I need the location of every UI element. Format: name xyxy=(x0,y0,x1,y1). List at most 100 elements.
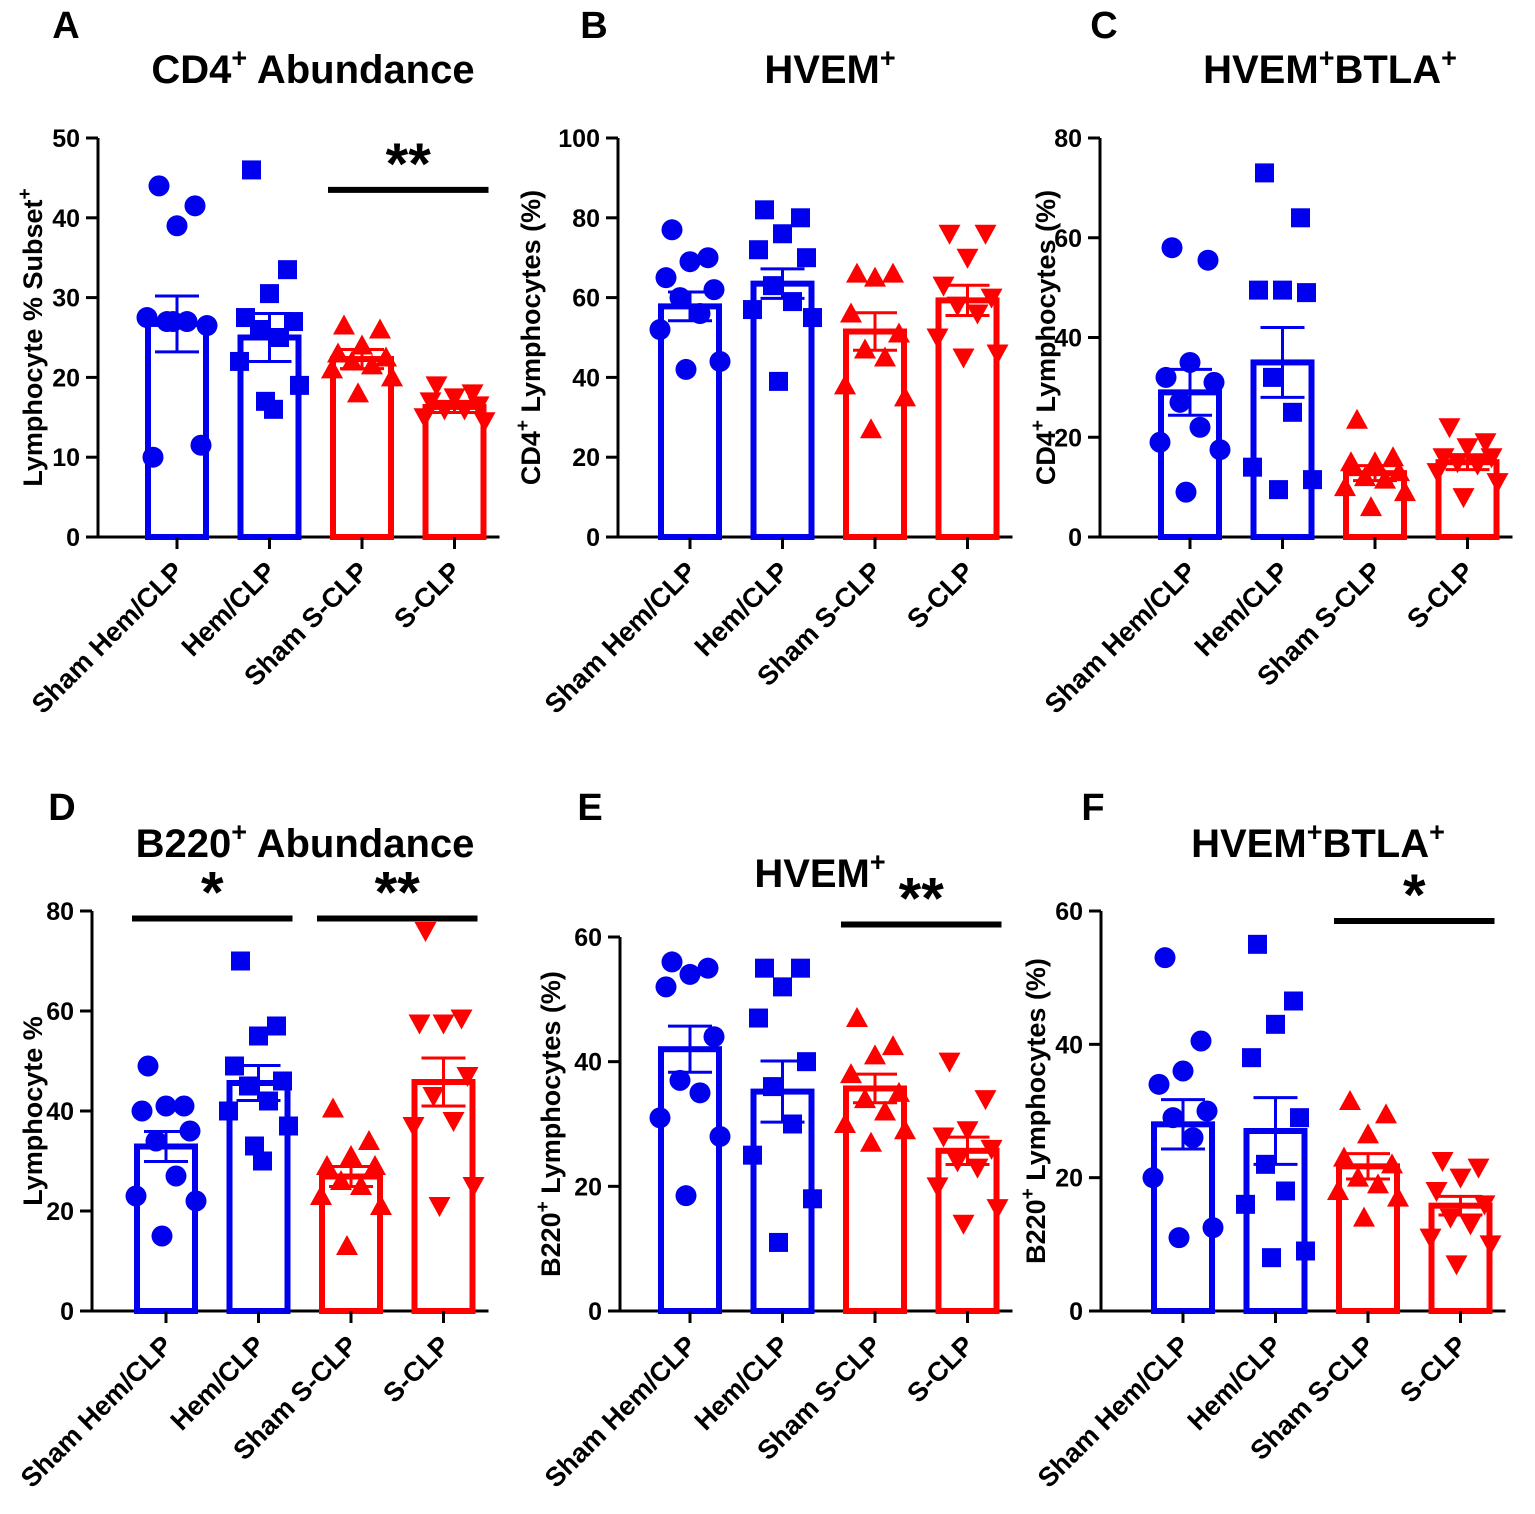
data-point xyxy=(974,1090,997,1111)
data-point xyxy=(1255,163,1274,183)
title-superscript: + xyxy=(1441,43,1457,73)
y-label-text: Lymphocytes (%) xyxy=(536,971,566,1201)
data-point xyxy=(1256,1154,1275,1174)
panel-d: D B220+ Abundance 0 20 40 60 80 Lymphocyte % Sha… xyxy=(15,787,489,1493)
data-point xyxy=(155,1095,177,1117)
data-point xyxy=(797,1052,816,1072)
data-point xyxy=(270,328,289,347)
y-tick-label: 20 xyxy=(574,1173,602,1201)
data-point xyxy=(1236,1194,1255,1214)
data-point xyxy=(1479,1235,1502,1256)
data-point xyxy=(769,1232,788,1252)
data-point xyxy=(1284,991,1303,1011)
data-point xyxy=(1419,1228,1442,1249)
title-rest: Abundance xyxy=(247,822,474,866)
data-point xyxy=(946,1152,969,1173)
bar xyxy=(750,1088,815,1314)
data-point xyxy=(442,1112,465,1132)
data-point xyxy=(250,320,269,340)
y-tick-label: 40 xyxy=(52,205,80,233)
data-point xyxy=(1340,451,1362,472)
data-point xyxy=(1148,1073,1170,1095)
data-point xyxy=(340,1145,362,1165)
data-point xyxy=(846,262,868,283)
data-point xyxy=(840,1063,862,1084)
bar xyxy=(422,403,487,540)
data-point xyxy=(336,1235,358,1255)
y-label-text: CD4 xyxy=(516,431,546,485)
data-point xyxy=(860,418,882,439)
data-point xyxy=(966,1158,989,1179)
y-tick-label: 60 xyxy=(1055,898,1083,926)
data-point xyxy=(1169,391,1191,413)
data-point xyxy=(361,354,383,375)
data-point xyxy=(259,1091,278,1111)
data-point xyxy=(874,1100,896,1121)
data-point xyxy=(655,267,677,289)
panel-letter: A xyxy=(52,5,79,47)
title-superscript: + xyxy=(880,43,896,73)
data-point xyxy=(1346,408,1368,429)
data-point xyxy=(926,328,949,349)
bar xyxy=(1336,1163,1400,1315)
data-point xyxy=(279,1116,298,1136)
significance-label: * xyxy=(201,861,224,926)
data-point xyxy=(791,958,810,978)
data-point xyxy=(351,334,373,355)
data-point xyxy=(938,224,961,245)
data-point xyxy=(649,1107,671,1129)
significance-label: ** xyxy=(899,867,945,932)
data-point xyxy=(797,248,816,268)
data-point xyxy=(1290,1108,1309,1128)
title-main: HVEM xyxy=(1203,48,1319,92)
y-tick-label: 0 xyxy=(588,1298,602,1326)
data-point xyxy=(184,195,206,217)
data-point xyxy=(649,319,671,341)
data-point xyxy=(370,1195,392,1215)
data-point xyxy=(142,446,164,468)
panel-letter: F xyxy=(1081,787,1104,829)
data-point xyxy=(185,1190,207,1212)
data-point xyxy=(803,1189,822,1209)
data-point xyxy=(763,276,782,296)
data-point xyxy=(273,1071,292,1091)
data-point xyxy=(1262,1248,1281,1268)
y-label-text: B220 xyxy=(1021,1199,1051,1264)
data-point xyxy=(755,958,774,978)
data-point xyxy=(1190,1030,1212,1052)
data-point xyxy=(888,322,910,343)
data-point xyxy=(675,358,697,380)
data-point xyxy=(1446,453,1469,474)
data-point xyxy=(173,1095,195,1117)
data-point xyxy=(125,1185,147,1207)
data-point xyxy=(926,1177,949,1198)
data-point xyxy=(1182,1127,1204,1149)
data-point xyxy=(1374,468,1396,489)
data-point xyxy=(1364,451,1386,472)
title-rest: BTLA xyxy=(1322,822,1429,866)
data-point xyxy=(749,240,768,260)
data-point xyxy=(461,384,484,405)
data-point xyxy=(1347,1166,1369,1187)
bar xyxy=(226,1080,291,1314)
data-point xyxy=(1276,1181,1295,1201)
data-point xyxy=(1431,1152,1454,1172)
y-tick-label: 0 xyxy=(1069,1298,1083,1326)
title-main: HVEM xyxy=(1191,822,1307,866)
x-category-label: Sham Hem/CLP xyxy=(539,1330,702,1493)
data-point xyxy=(763,1077,782,1097)
data-point xyxy=(425,376,448,397)
data-point xyxy=(225,1056,244,1076)
y-tick-label: 10 xyxy=(52,444,80,472)
data-point xyxy=(284,312,303,332)
data-point xyxy=(316,1155,338,1175)
data-point xyxy=(956,248,979,269)
data-point xyxy=(932,1127,955,1148)
data-point xyxy=(703,279,725,301)
y-label-text: Lymphocyte % Subset xyxy=(18,200,48,487)
significance-label: ** xyxy=(386,132,432,197)
title-superscript: + xyxy=(1319,43,1335,73)
data-point xyxy=(834,1113,856,1133)
y-tick-label: 40 xyxy=(1054,325,1082,353)
